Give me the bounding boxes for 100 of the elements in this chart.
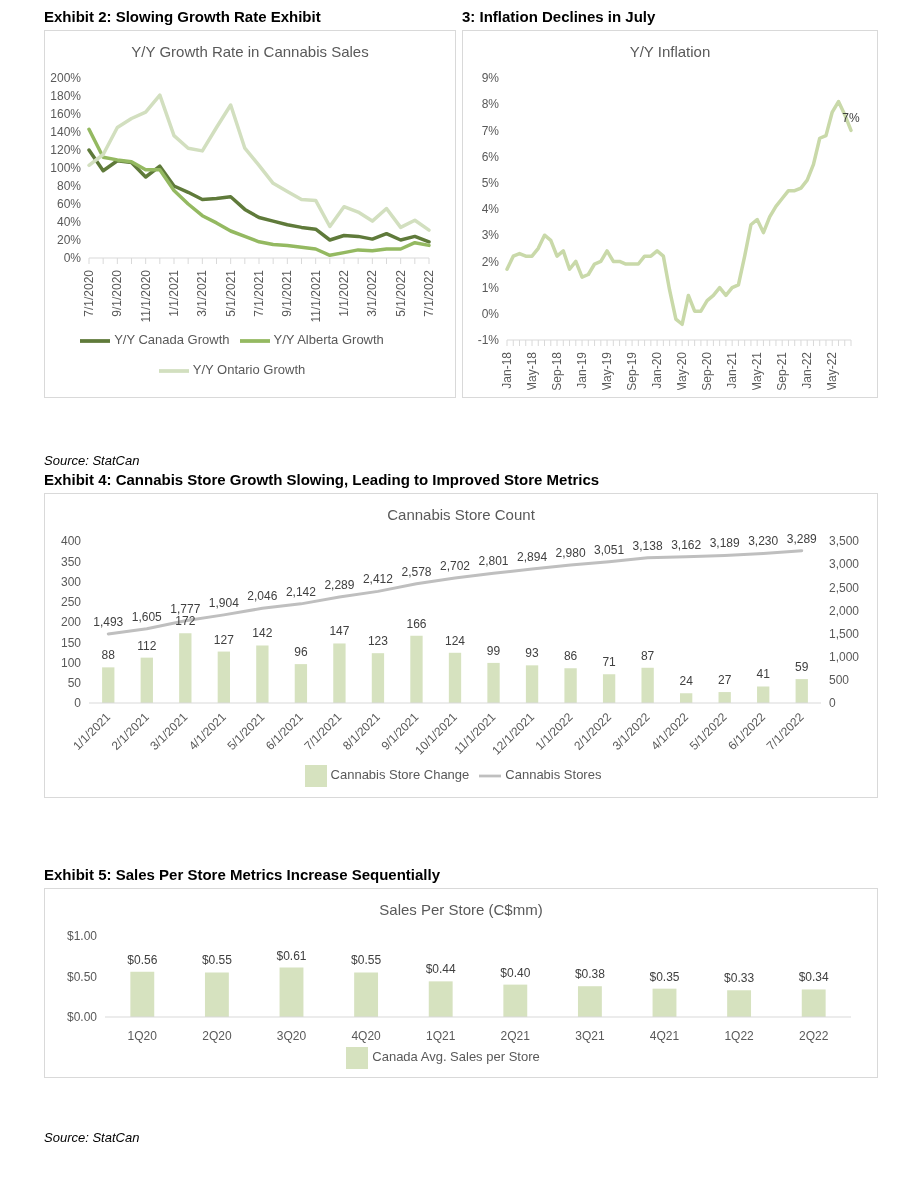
x-tick-label: 2Q22 (799, 1028, 829, 1043)
x-tick-label: 3Q21 (575, 1028, 605, 1043)
y-tick-label: 140% (50, 125, 82, 140)
x-tick-label: 4Q20 (351, 1028, 382, 1043)
y-tick-label: 160% (50, 107, 82, 122)
data-label: 27 (718, 673, 732, 688)
x-tick-label: Jan-22 (800, 351, 815, 389)
data-label: 3,189 (709, 536, 741, 551)
y-tick-label: 120% (50, 143, 82, 158)
y2-tick-label: 0 (829, 696, 836, 711)
x-tick-label: 2Q20 (202, 1028, 232, 1043)
data-label: 96 (294, 645, 308, 660)
y-tick-label: 100% (50, 161, 82, 176)
x-tick-label: 11/1/2021 (308, 269, 323, 323)
x-tick-label: 1Q22 (724, 1028, 755, 1043)
y-tick-label: $0.50 (66, 969, 98, 984)
data-label: 112 (137, 638, 157, 653)
x-tick-label: 1/1/2021 (167, 269, 181, 317)
y-tick-label: 180% (50, 89, 82, 104)
x-tick-label: 3Q20 (276, 1028, 307, 1043)
x-tick-label: 4Q21 (649, 1028, 680, 1043)
x-tick-label: 2Q21 (500, 1028, 531, 1043)
y-tick-label: 0% (63, 251, 82, 266)
data-label: 2,412 (362, 572, 394, 587)
data-label: $0.55 (201, 953, 233, 968)
bar (294, 664, 308, 703)
x-tick-label: Sep-20 (700, 351, 715, 391)
data-label: 2,578 (401, 564, 432, 579)
data-label: 3,289 (786, 531, 818, 546)
data-label: 99 (486, 643, 501, 658)
data-label: 88 (101, 648, 116, 663)
source-note: Source: StatCan (44, 1130, 140, 1145)
data-label: $0.44 (425, 962, 457, 977)
data-label: 3,162 (671, 537, 702, 552)
data-label: 1,605 (131, 609, 163, 624)
y-tick-label: 1% (481, 280, 500, 295)
chart-subtitle: Y/Y Growth Rate in Cannabis Sales (130, 43, 370, 60)
y-tick-label: 4% (481, 202, 500, 217)
data-label: 2,801 (478, 554, 509, 569)
y-tick-label: -1% (477, 333, 500, 348)
y-tick-label: 350 (60, 554, 82, 569)
chart-subtitle: Y/Y Inflation (628, 43, 712, 60)
legend-label: Y/Y Alberta Growth (273, 332, 384, 348)
y-tick-label: 7% (481, 123, 500, 138)
chart-subtitle: Cannabis Store Count (386, 506, 536, 523)
x-tick-label: 5/1/2021 (223, 269, 238, 317)
data-label: 172 (175, 614, 196, 629)
bar (371, 653, 385, 703)
data-label: 24 (679, 674, 694, 689)
bar (757, 686, 770, 703)
chart-subtitle: Sales Per Store (C$mm) (378, 901, 544, 918)
y-tick-label: 200 (60, 615, 82, 630)
legend-label: Cannabis Store Change (330, 767, 470, 783)
bar (602, 674, 616, 703)
y-tick-label: 20% (56, 233, 82, 248)
y2-tick-label: 3,500 (829, 534, 860, 549)
bar (428, 981, 453, 1017)
data-label: 2,289 (324, 578, 355, 593)
data-label: $0.40 (500, 965, 531, 980)
data-label: $0.38 (574, 967, 606, 982)
bar (679, 693, 693, 703)
bar (333, 643, 346, 703)
x-tick-label: 1Q21 (426, 1028, 456, 1043)
data-label: 123 (367, 634, 389, 649)
data-label: 127 (213, 632, 235, 647)
data-label: 3,138 (632, 538, 663, 553)
bar (256, 645, 269, 703)
y-tick-label: 2% (481, 254, 500, 269)
y-tick-label: 60% (56, 197, 82, 212)
bar (354, 972, 379, 1017)
data-label: $0.55 (351, 953, 382, 968)
bar (217, 651, 231, 703)
y-tick-label: 0 (74, 696, 82, 711)
y-tick-label: $0.00 (66, 1010, 98, 1025)
bar (564, 668, 577, 703)
data-label: $0.33 (724, 971, 755, 986)
bar (410, 635, 423, 703)
x-tick-label: 7/1/2021 (252, 269, 266, 317)
data-label: 2,046 (247, 589, 278, 604)
bar (279, 967, 304, 1017)
data-label: 2,980 (555, 546, 586, 561)
bar (130, 971, 155, 1017)
chart-title: 3: Inflation Declines in July (462, 8, 656, 25)
line-series (87, 93, 431, 232)
data-label: 59 (795, 660, 809, 675)
y2-tick-label: 2,500 (829, 580, 860, 595)
data-label: $0.35 (649, 969, 680, 984)
data-label: 142 (252, 626, 273, 641)
data-label: 147 (329, 624, 350, 639)
data-label: 86 (563, 649, 578, 664)
data-label: 124 (444, 633, 466, 648)
data-label: $0.61 (276, 948, 307, 963)
data-label: 7% (842, 111, 860, 126)
y-tick-label: 9% (481, 71, 500, 86)
data-label: 1,493 (93, 614, 124, 629)
x-tick-label: 9/1/2020 (110, 269, 125, 317)
x-tick-label: 7/1/2020 (82, 269, 96, 317)
y-tick-label: $1.00 (66, 929, 98, 944)
bar (641, 667, 654, 703)
data-label: 2,894 (517, 550, 548, 565)
